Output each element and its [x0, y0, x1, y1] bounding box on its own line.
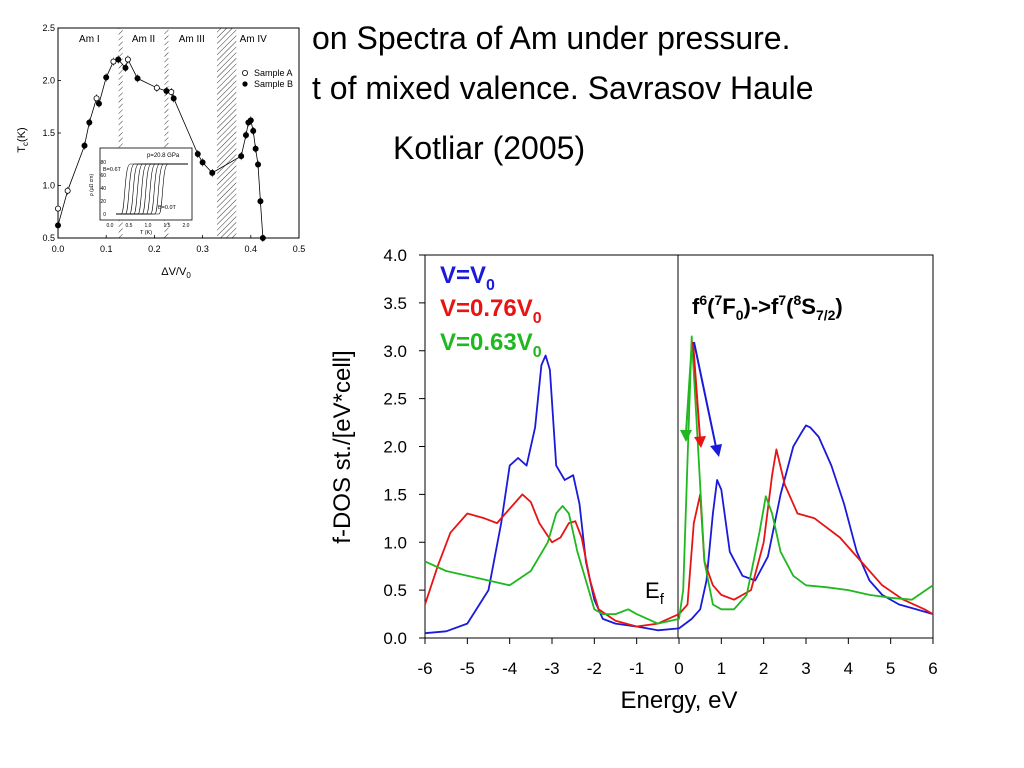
sample-a-point	[55, 205, 62, 212]
slide-title-line-2: t of mixed valence. Savrasov Haule	[312, 70, 814, 106]
legend-filled-marker	[242, 81, 248, 87]
sample-b-point	[242, 132, 249, 139]
sample-b-point	[95, 100, 102, 107]
sample-b-point	[194, 150, 201, 157]
inset-pressure-label: p=20.8 GPa	[147, 153, 180, 159]
inset-y-tick: 40	[100, 186, 106, 192]
inset-x-tick: 2.0	[183, 223, 190, 229]
inset-y-tick: 80	[100, 160, 106, 166]
tc-legend: Sample A Sample B	[241, 68, 293, 89]
resistivity-inset: p=20.8 GPa B=0.6T B=0.0T T (K) ρ (μΩ cm)…	[89, 147, 193, 236]
sample-b-point	[199, 159, 206, 166]
sample-b-point	[103, 74, 110, 81]
y-tick-label: 1.5	[42, 128, 55, 138]
slide-title-line-1: on Spectra of Am under pressure.	[312, 20, 791, 56]
sample-b-point	[81, 142, 88, 149]
sample-a-point	[93, 95, 100, 102]
sample-b-point	[122, 64, 129, 71]
x-tick-label: 0.0	[52, 244, 65, 254]
sample-b-point	[55, 222, 62, 229]
inset-x-tick: 0.0	[107, 223, 114, 229]
sample-b-point	[209, 169, 216, 176]
inset-axis-ticks: 0.0 0.5 1.0 1.5 2.0 0 20 40 60 80	[100, 160, 189, 229]
x-tick-label: 0.5	[293, 244, 306, 254]
phase-boundary-2	[164, 28, 169, 238]
sample-b-point	[115, 56, 122, 63]
sample-a-point	[153, 84, 160, 91]
phase-boundary-3	[217, 28, 237, 238]
inset-b-zero-label: B=0.0T	[158, 205, 177, 211]
y-tick-label: 0.5	[42, 233, 55, 243]
inset-xlabel: T (K)	[140, 230, 152, 236]
inset-x-tick: 1.5	[164, 223, 171, 229]
legend-sample-b: Sample B	[254, 79, 293, 89]
sample-b-point	[170, 95, 177, 102]
sample-b-point	[86, 119, 93, 126]
tc-ylabel: Tc(K)	[16, 127, 30, 152]
phase-regions	[118, 28, 237, 238]
inset-y-tick: 0	[103, 212, 106, 218]
sample-a-point	[124, 56, 131, 63]
inset-y-tick: 20	[100, 199, 106, 205]
phase-label: Am I	[79, 34, 100, 45]
phase-label: Am IV	[240, 34, 268, 45]
x-tick-label: 0.3	[196, 244, 209, 254]
sample-b-point	[252, 145, 259, 152]
tc-data-points	[55, 55, 266, 242]
sample-b-point	[257, 198, 264, 205]
sample-b-point	[134, 75, 141, 82]
sample-b-point	[259, 234, 266, 241]
legend-open-marker	[241, 70, 248, 77]
x-tick-label: 0.4	[245, 244, 258, 254]
sample-b-point	[163, 88, 170, 95]
sample-a-point	[64, 187, 71, 194]
x-tick-label: 0.1	[100, 244, 113, 254]
y-tick-label: 2.0	[42, 76, 55, 86]
y-tick-label: 1.0	[42, 181, 55, 191]
inset-frame	[99, 147, 193, 221]
inset-rho-curve	[116, 163, 188, 215]
phase-boundary-1	[118, 28, 123, 238]
phase-label: Am III	[179, 34, 205, 45]
inset-b-high-label: B=0.6T	[103, 167, 122, 173]
sample-a-point	[168, 89, 175, 96]
sample-b-point	[250, 127, 257, 134]
phase-label: Am II	[132, 34, 155, 45]
sample-b-point	[247, 117, 254, 124]
inset-x-tick: 1.0	[145, 223, 152, 229]
x-tick-label: 0.2	[148, 244, 161, 254]
sample-a-point	[110, 58, 117, 65]
phase-labels: Am I Am II Am III Am IV	[79, 34, 267, 45]
sample-b-point	[255, 161, 262, 168]
slide-title-line-3: Kotliar (2005)	[393, 130, 586, 166]
tc-xlabel: ΔV/V0	[161, 266, 191, 280]
y-tick-label: 2.5	[42, 23, 55, 33]
sample-b-point	[238, 153, 245, 160]
tc-axis-ticks: 0.0 0.1 0.2 0.3 0.4 0.5 0.5 1.0 1.5 2.0 2.5	[42, 23, 305, 254]
legend-sample-a: Sample A	[254, 68, 293, 78]
inset-resistivity-curves	[116, 163, 188, 215]
inset-ylabel: ρ (μΩ cm)	[89, 174, 95, 197]
inset-x-tick: 0.5	[126, 223, 133, 229]
inset-y-tick: 60	[100, 173, 106, 179]
